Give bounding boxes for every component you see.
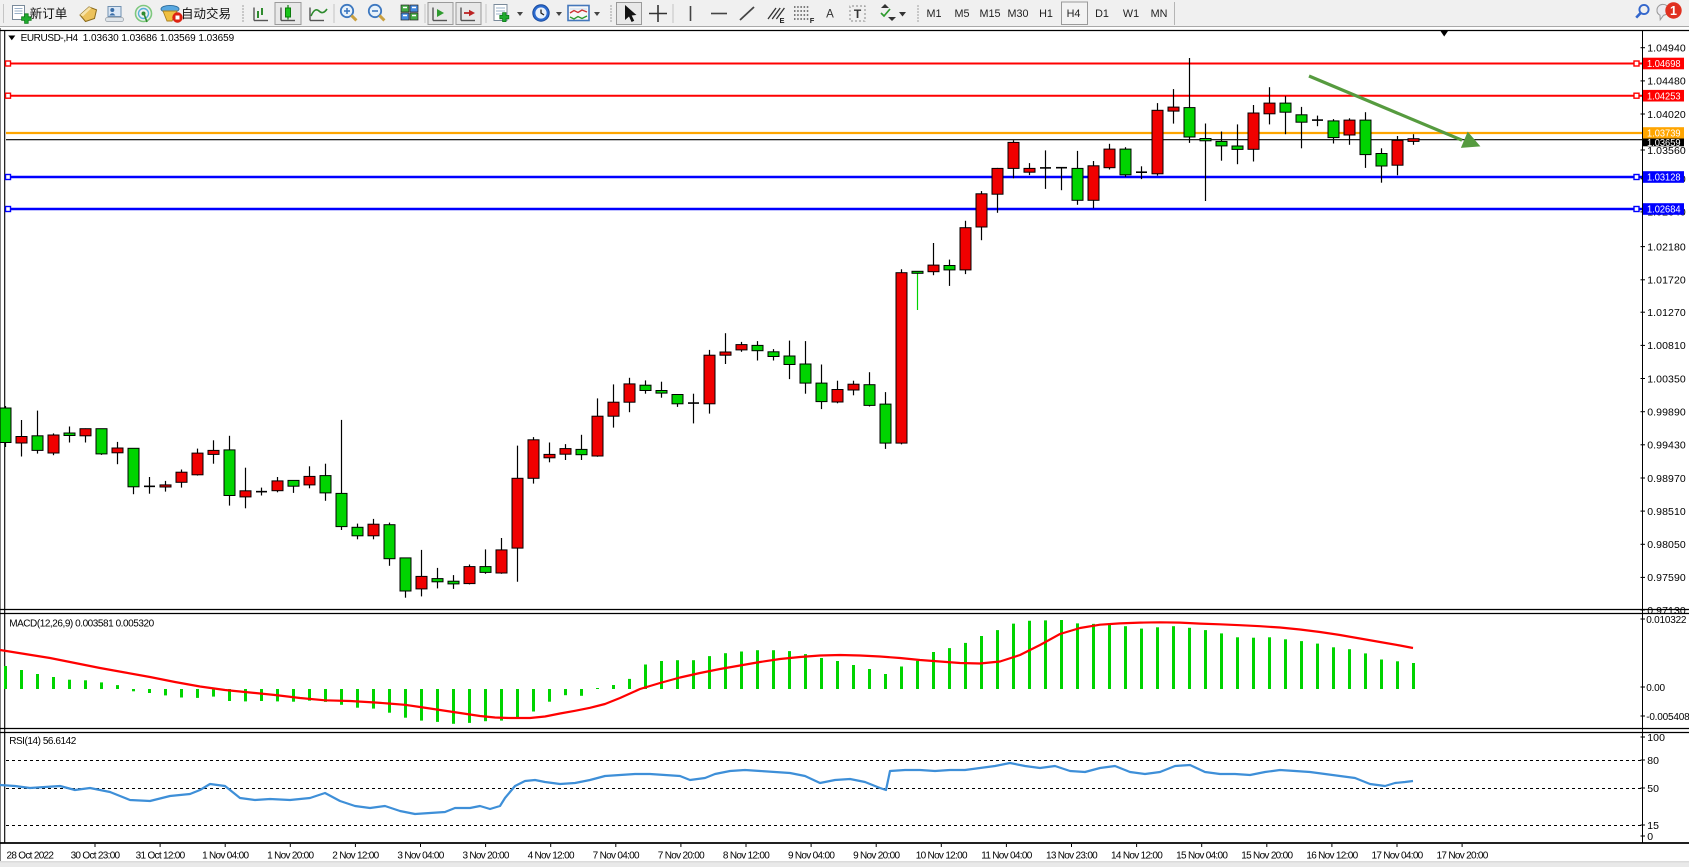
svg-text:1.03739: 1.03739 — [1647, 129, 1681, 140]
svg-text:0.97590: 0.97590 — [1647, 572, 1686, 584]
svg-text:1.04940: 1.04940 — [1647, 43, 1686, 55]
svg-text:M30: M30 — [1007, 8, 1028, 20]
svg-text:4 Nov 12:00: 4 Nov 12:00 — [528, 851, 575, 862]
svg-text:1.01270: 1.01270 — [1647, 307, 1686, 319]
svg-text:17 Nov 20:00: 17 Nov 20:00 — [1437, 851, 1489, 862]
svg-text:RSI(14) 56.6142: RSI(14) 56.6142 — [9, 736, 77, 747]
svg-text:0: 0 — [1647, 831, 1653, 843]
svg-text:3 Nov 20:00: 3 Nov 20:00 — [462, 851, 509, 862]
svg-text:9 Nov 04:00: 9 Nov 04:00 — [788, 851, 835, 862]
svg-text:7 Nov 20:00: 7 Nov 20:00 — [658, 851, 705, 862]
svg-text:F: F — [810, 16, 815, 25]
svg-text:15 Nov 20:00: 15 Nov 20:00 — [1241, 851, 1293, 862]
svg-text:EURUSD-,H4: EURUSD-,H4 — [21, 33, 79, 44]
svg-text:1.00810: 1.00810 — [1647, 340, 1686, 352]
svg-text:1 Nov 20:00: 1 Nov 20:00 — [267, 851, 314, 862]
svg-text:1.00350: 1.00350 — [1647, 373, 1686, 385]
svg-text:2 Nov 12:00: 2 Nov 12:00 — [332, 851, 379, 862]
svg-text:10 Nov 12:00: 10 Nov 12:00 — [916, 851, 968, 862]
svg-text:3 Nov 04:00: 3 Nov 04:00 — [397, 851, 444, 862]
svg-text:15 Nov 04:00: 15 Nov 04:00 — [1176, 851, 1228, 862]
svg-text:E: E — [779, 16, 784, 25]
svg-text:0.99430: 0.99430 — [1647, 440, 1686, 452]
svg-text:17 Nov 04:00: 17 Nov 04:00 — [1371, 851, 1423, 862]
svg-text:1.01720: 1.01720 — [1647, 275, 1686, 287]
svg-text:7 Nov 04:00: 7 Nov 04:00 — [593, 851, 640, 862]
svg-text:D1: D1 — [1095, 8, 1109, 20]
svg-text:0.98510: 0.98510 — [1647, 506, 1686, 518]
svg-text:0.99890: 0.99890 — [1647, 407, 1686, 419]
svg-text:30 Oct 23:00: 30 Oct 23:00 — [71, 851, 121, 862]
svg-text:M1: M1 — [927, 8, 942, 20]
svg-text:28 Oct 2022: 28 Oct 2022 — [7, 851, 55, 862]
svg-text:H4: H4 — [1067, 8, 1081, 20]
svg-text:13 Nov 23:00: 13 Nov 23:00 — [1046, 851, 1098, 862]
svg-text:0.98050: 0.98050 — [1647, 539, 1686, 551]
svg-text:W1: W1 — [1123, 8, 1139, 20]
svg-text:1.03128: 1.03128 — [1647, 173, 1681, 184]
svg-text:14 Nov 12:00: 14 Nov 12:00 — [1111, 851, 1163, 862]
svg-text:MACD(12,26,9) 0.003581 0.00532: MACD(12,26,9) 0.003581 0.005320 — [9, 619, 154, 630]
svg-text:新订单: 新订单 — [30, 6, 68, 21]
svg-text:1.02180: 1.02180 — [1647, 241, 1686, 253]
svg-text:1.04020: 1.04020 — [1647, 109, 1686, 121]
svg-text:1.03659: 1.03659 — [1647, 138, 1681, 149]
svg-text:1.03560: 1.03560 — [1647, 145, 1686, 157]
svg-text:50: 50 — [1647, 783, 1659, 795]
svg-text:15: 15 — [1647, 820, 1659, 832]
svg-text:31 Oct 12:00: 31 Oct 12:00 — [136, 851, 186, 862]
svg-text:16 Nov 12:00: 16 Nov 12:00 — [1306, 851, 1358, 862]
svg-text:80: 80 — [1647, 755, 1659, 767]
svg-text:0.010322: 0.010322 — [1646, 615, 1687, 626]
svg-text:T: T — [854, 7, 862, 21]
svg-text:M15: M15 — [979, 8, 1000, 20]
svg-text:1: 1 — [1670, 4, 1677, 18]
svg-text:-0.005408: -0.005408 — [1646, 712, 1689, 723]
svg-text:1.02684: 1.02684 — [1647, 205, 1681, 216]
svg-text:0.98970: 0.98970 — [1647, 473, 1686, 485]
svg-text:H1: H1 — [1039, 8, 1053, 20]
svg-text:8 Nov 12:00: 8 Nov 12:00 — [723, 851, 770, 862]
svg-text:A: A — [826, 9, 834, 21]
svg-text:0.00: 0.00 — [1646, 683, 1665, 694]
svg-text:1.04480: 1.04480 — [1647, 76, 1686, 88]
svg-text:1.03630 1.03686 1.03569 1.0365: 1.03630 1.03686 1.03569 1.03659 — [83, 33, 235, 44]
svg-text:1.04253: 1.04253 — [1647, 91, 1681, 102]
svg-text:1 Nov 04:00: 1 Nov 04:00 — [202, 851, 249, 862]
svg-text:1.04698: 1.04698 — [1647, 59, 1681, 70]
svg-text:0.97130: 0.97130 — [1647, 605, 1686, 617]
svg-text:100: 100 — [1647, 732, 1665, 744]
svg-text:11 Nov 04:00: 11 Nov 04:00 — [981, 851, 1032, 862]
svg-text:9 Nov 20:00: 9 Nov 20:00 — [853, 851, 900, 862]
svg-text:自动交易: 自动交易 — [181, 6, 231, 21]
svg-text:M5: M5 — [955, 8, 970, 20]
svg-text:MN: MN — [1151, 8, 1168, 20]
